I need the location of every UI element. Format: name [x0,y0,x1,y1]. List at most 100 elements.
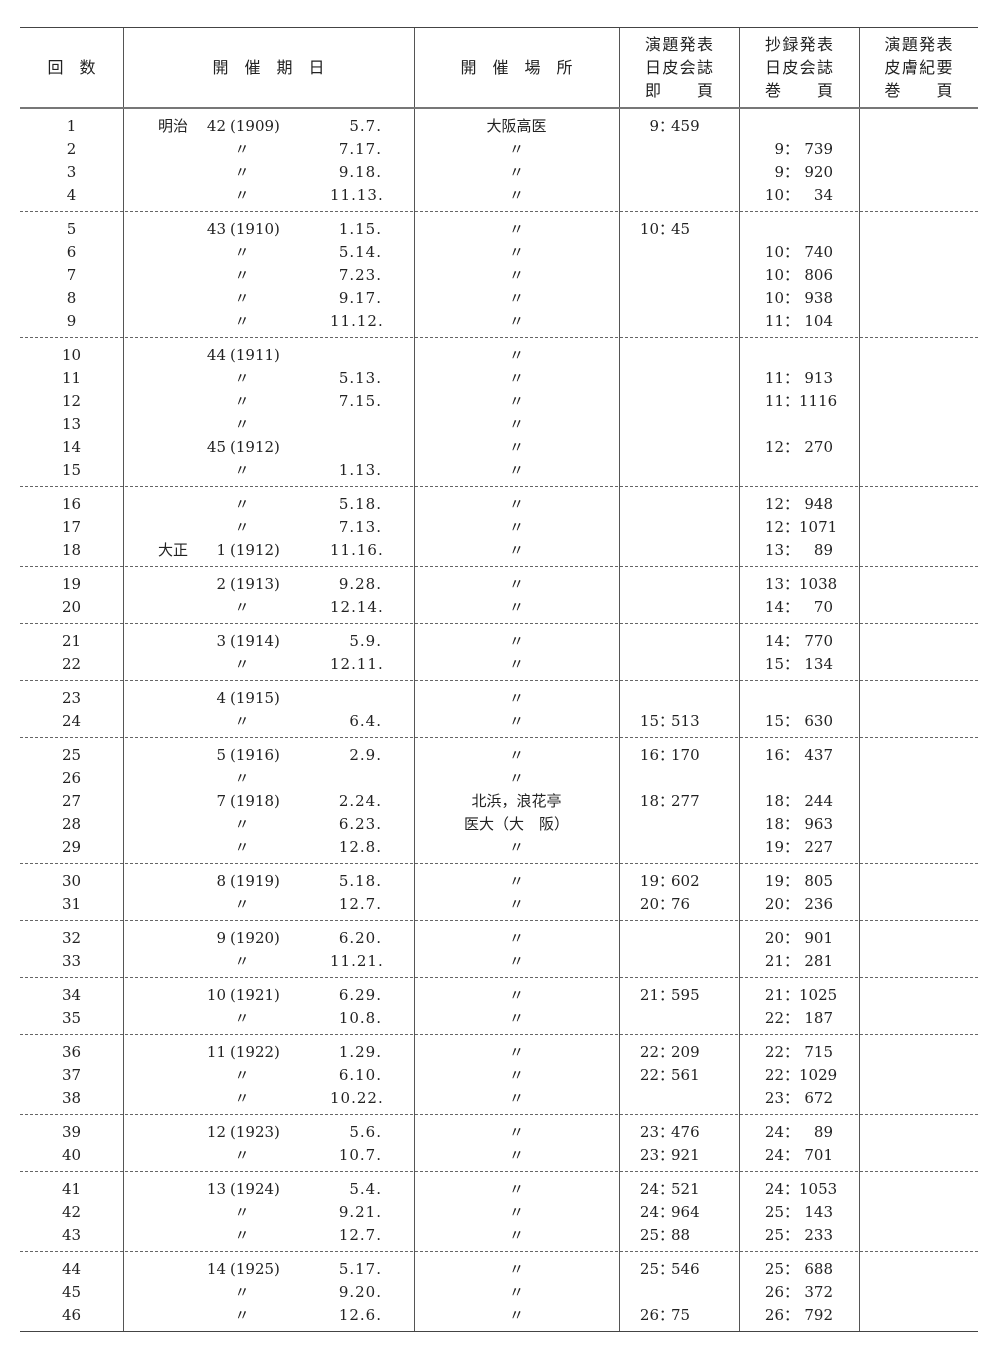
page: 34 [813,186,833,204]
column-divider [414,28,415,1331]
meeting-place: 〃 [508,243,524,261]
meeting-number: 14 [61,438,82,456]
meeting-place: 〃 [508,929,524,947]
separator: ： [784,1146,800,1164]
separator: ： [659,746,675,764]
volume: 21 [764,986,784,1004]
table-row: 18 大正 1 (1912) 11.16. 〃 13： 89 [20,539,978,562]
separator: ： [659,872,675,890]
page: 701 [804,1146,833,1164]
meeting-place: 大阪高医 [486,117,547,135]
page: 1029 [799,1066,838,1084]
header-line: 演題発表 [884,35,953,54]
volume: 20 [764,895,784,913]
page: 595 [671,986,700,1004]
separator: ： [784,1180,800,1198]
meeting-date: 1.13. [338,461,382,479]
meeting-table: 回 数 開 催 期 日 開 催 場 所 演題発表 日皮会誌 即 頁 抄録発表 日… [20,27,978,1332]
volume: 24 [639,1203,659,1221]
era-year: 〃 [234,243,250,261]
header-line: 日皮会誌 [765,58,833,77]
row-group: 39 12 (1923) 5.6. 〃 23： 476 24： 89 40 〃 10.7. 〃 23： 92… [20,1115,978,1172]
meeting-place: 〃 [508,346,524,364]
meeting-date: 12.14. [330,598,384,616]
meeting-date: 1.29. [338,1043,382,1061]
era-year: 7 [216,792,226,810]
table-row: 12 〃 7.15. 〃 11： 1116 [20,390,978,413]
table-row: 3 〃 9.18. 〃 9： 920 [20,161,978,184]
table-row: 43 〃 12.7. 〃 25： 88 25： 233 [20,1224,978,1247]
table-row: 46 〃 12.6. 〃 26： 75 26： 792 [20,1304,978,1327]
meeting-place: 〃 [508,163,524,181]
meeting-number: 1 [66,117,77,135]
volume: 20 [764,929,784,947]
row-group: 10 44 (1911) 〃 11 〃 5.13. 〃 11： 913 12 〃 7.15. 〃 11： 11… [20,338,978,487]
volume: 20 [639,895,659,913]
separator: ： [784,518,800,536]
table-row: 13 〃 〃 [20,413,978,436]
western-year: (1912) [230,438,280,456]
meeting-date: 10.7. [338,1146,382,1164]
volume: 13 [764,575,784,593]
separator: ： [784,815,800,833]
era-year: 10 [206,986,226,1004]
page: 143 [804,1203,833,1221]
meeting-date: 5.6. [349,1123,382,1141]
volume: 10 [764,289,784,307]
volume: 21 [764,952,784,970]
separator: ： [784,1089,800,1107]
meeting-date: 12.7. [338,1226,382,1244]
meeting-number: 7 [66,266,77,284]
volume: 12 [764,518,784,536]
row-group: 32 9 (1920) 6.20. 〃 20： 901 33 〃 11.21. 〃 21： 281 [20,921,978,978]
western-year: (1924) [230,1180,280,1198]
meeting-date: 7.23. [338,266,382,284]
meeting-place: 〃 [508,895,524,913]
table-row: 45 〃 9.20. 〃 26： 372 [20,1281,978,1304]
separator: ： [784,140,800,158]
era-name: 大正 [158,541,189,559]
table-row: 29 〃 12.8. 〃 19： 227 [20,836,978,859]
page: 546 [671,1260,700,1278]
western-year: (1925) [230,1260,280,1278]
meeting-place: 〃 [508,518,524,536]
separator: ： [659,1043,675,1061]
era-year: 14 [206,1260,226,1278]
meeting-number: 40 [61,1146,82,1164]
header-place: 開 催 場 所 [460,58,573,77]
meeting-place: 〃 [508,872,524,890]
page: 459 [671,117,700,135]
meeting-date: 9.20. [338,1283,382,1301]
meeting-date: 12.8. [338,838,382,856]
meeting-place: 〃 [508,1146,524,1164]
page: 134 [804,655,833,673]
table-row: 4 〃 11.13. 〃 10： 34 [20,184,978,207]
meeting-number: 8 [66,289,77,307]
separator: ： [784,872,800,890]
era-year: 42 [206,117,226,135]
meeting-number: 15 [61,461,82,479]
meeting-date: 9.18. [338,163,382,181]
meeting-place: 〃 [508,1009,524,1027]
separator: ： [784,632,800,650]
meeting-number: 26 [61,769,82,787]
separator: ： [784,712,800,730]
volume: 11 [764,392,784,410]
volume: 23 [764,1089,784,1107]
meeting-place: 〃 [508,746,524,764]
separator: ： [784,792,800,810]
era-year: 〃 [234,369,250,387]
header-col-a: 演題発表 日皮会誌 即 頁 [619,28,739,107]
era-year: 〃 [234,1146,250,1164]
separator: ： [659,895,675,913]
era-year: 〃 [234,289,250,307]
era-year: 〃 [234,518,250,536]
page: 513 [671,712,700,730]
meeting-date: 6.20. [338,929,382,947]
meeting-place: 〃 [508,769,524,787]
page: 920 [804,163,833,181]
meeting-date: 7.15. [338,392,382,410]
page: 170 [671,746,700,764]
meeting-date: 10.22. [330,1089,384,1107]
separator: ： [784,1203,800,1221]
